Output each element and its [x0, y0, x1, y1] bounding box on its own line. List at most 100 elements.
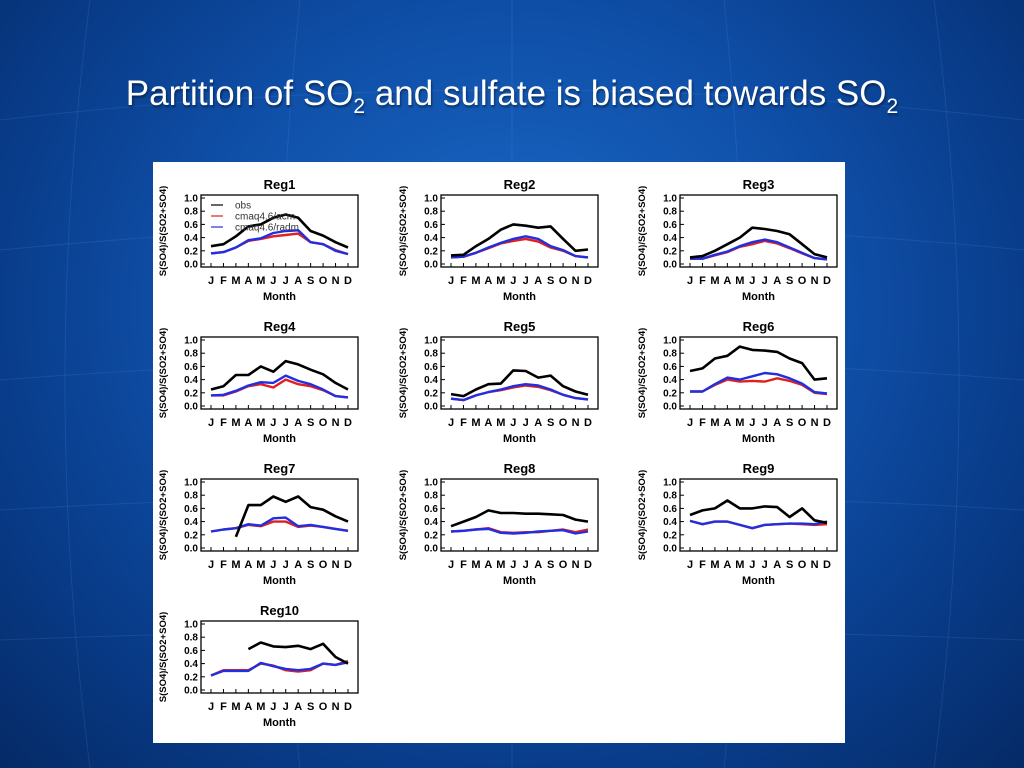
plot-frame [200, 194, 359, 268]
x-tick-label: O [319, 701, 328, 713]
series-line-cmaq4-6-radm [690, 238, 828, 261]
y-tick-label: 1.0 [184, 620, 198, 631]
x-tick-label: N [332, 559, 340, 571]
x-tick-label: D [584, 275, 592, 287]
y-tick-label: 0.4 [663, 233, 677, 244]
x-tick-label: J [270, 417, 276, 429]
x-tick-label: A [723, 417, 731, 429]
y-tick-label: 0.8 [663, 207, 677, 218]
series-line-cmaq4-6-radm [690, 371, 828, 395]
x-axis-label: Month [503, 433, 536, 445]
x-tick-label: F [699, 559, 706, 571]
y-tick-label: 0.0 [663, 260, 677, 271]
title-part-1: Partition of SO [125, 74, 354, 113]
x-tick-label: D [344, 701, 352, 713]
x-tick-label: A [534, 559, 542, 571]
x-tick-label: N [332, 417, 340, 429]
x-tick-label: F [220, 559, 227, 571]
series-line-obs [450, 369, 589, 398]
x-tick-label: M [496, 559, 505, 571]
x-tick-label: N [572, 275, 580, 287]
series-line-obs [689, 499, 828, 525]
x-tick-label: M [471, 275, 480, 287]
x-tick-label: J [523, 559, 529, 571]
x-tick-label: J [687, 559, 693, 571]
series-line-cmaq4-6-radm [210, 374, 349, 399]
x-axis-label: Month [503, 575, 536, 587]
y-tick-label: 0.8 [424, 491, 438, 502]
chart-title: Reg10 [260, 603, 299, 618]
x-tick-label: J [510, 275, 516, 287]
y-tick-label: 0.6 [424, 362, 438, 373]
chart-title: Reg4 [264, 319, 297, 334]
y-tick-label: 0.8 [184, 349, 198, 360]
y-tick-label: 1.0 [663, 336, 677, 347]
x-tick-label: A [484, 417, 492, 429]
x-tick-label: A [294, 275, 302, 287]
x-tick-label: N [811, 275, 819, 287]
x-tick-label: O [559, 275, 568, 287]
chart-title: Reg3 [743, 177, 775, 192]
x-tick-label: M [710, 417, 719, 429]
plot-frame [679, 478, 838, 552]
x-tick-label: D [344, 559, 352, 571]
y-tick-label: 1.0 [424, 336, 438, 347]
title-subscript-1: 2 [353, 95, 366, 118]
series-line-cmaq4-6-radm [210, 661, 349, 677]
x-tick-label: F [460, 417, 467, 429]
y-tick-label: 0.4 [663, 375, 677, 386]
x-axis-label: Month [263, 717, 296, 729]
x-tick-label: S [307, 559, 314, 571]
chart-title: Reg1 [264, 177, 296, 192]
legend-label: obs [235, 201, 251, 212]
series-line-obs [247, 641, 349, 665]
y-tick-label: 0.0 [184, 260, 198, 271]
x-tick-label: J [448, 417, 454, 429]
x-tick-label: J [208, 701, 214, 713]
series-line-cmaq4-6-radm [450, 383, 589, 402]
x-tick-label: S [786, 417, 793, 429]
x-tick-label: J [523, 417, 529, 429]
x-tick-label: A [244, 275, 252, 287]
y-tick-label: 0.2 [184, 246, 198, 257]
y-tick-label: 1.0 [184, 194, 198, 205]
y-tick-label: 0.6 [663, 220, 677, 231]
y-tick-label: 0.6 [184, 220, 198, 231]
x-tick-label: M [256, 417, 265, 429]
x-tick-label: J [510, 417, 516, 429]
x-tick-label: S [307, 417, 314, 429]
x-tick-label: F [460, 559, 467, 571]
x-tick-label: A [484, 559, 492, 571]
x-tick-label: N [811, 559, 819, 571]
x-tick-label: A [294, 417, 302, 429]
y-tick-label: 0.2 [184, 530, 198, 541]
x-tick-label: J [283, 275, 289, 287]
x-tick-label: J [208, 275, 214, 287]
y-tick-label: 0.6 [184, 504, 198, 515]
x-tick-label: F [699, 275, 706, 287]
y-tick-label: 0.4 [184, 233, 198, 244]
x-tick-label: S [547, 417, 554, 429]
y-tick-label: 0.0 [424, 544, 438, 555]
x-tick-label: J [762, 417, 768, 429]
y-tick-label: 0.6 [663, 362, 677, 373]
x-tick-label: D [823, 417, 831, 429]
x-tick-label: A [244, 559, 252, 571]
x-tick-label: F [220, 417, 227, 429]
legend-label: cmaq4.6/radm [235, 223, 299, 234]
x-tick-label: N [572, 559, 580, 571]
y-tick-label: 0.2 [424, 388, 438, 399]
x-tick-label: O [319, 417, 328, 429]
x-tick-label: A [294, 701, 302, 713]
x-axis-label: Month [742, 291, 775, 303]
y-axis-label: S(SO4)/S(SO2+SO4) [158, 186, 169, 277]
x-tick-label: D [584, 417, 592, 429]
x-tick-label: A [723, 275, 731, 287]
x-tick-label: M [735, 417, 744, 429]
x-tick-label: J [270, 559, 276, 571]
x-tick-label: D [823, 559, 831, 571]
